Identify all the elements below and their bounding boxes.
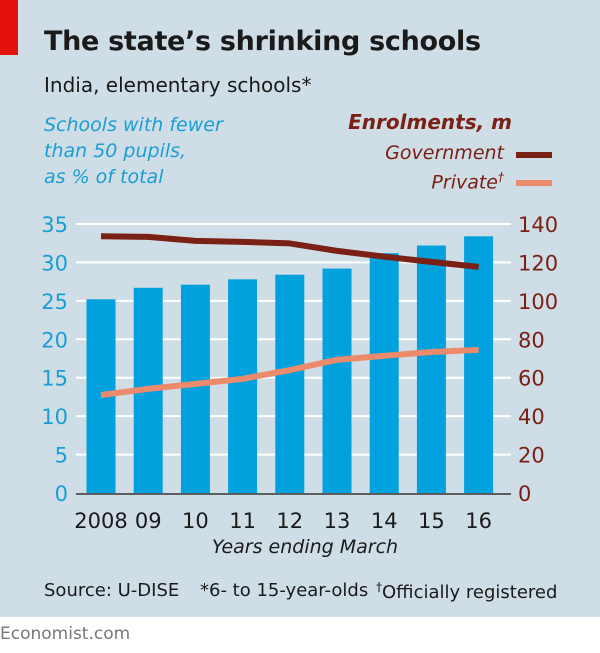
right-tick-label: 20 xyxy=(518,444,545,468)
bar xyxy=(180,284,210,493)
x-axis-title: Years ending March xyxy=(211,536,399,558)
brand-red-tag xyxy=(0,0,18,55)
right-tick-label: 140 xyxy=(518,213,558,237)
x-tick-label: 13 xyxy=(324,509,351,533)
left-tick-label: 5 xyxy=(55,444,68,468)
source-note: Source: U-DISE xyxy=(44,580,180,601)
x-tick-label: 10 xyxy=(182,509,209,533)
footnote-registered: †Officially registered xyxy=(376,580,557,603)
x-tick-label: 16 xyxy=(465,509,492,533)
left-axis-label-line-2: than 50 pupils, xyxy=(44,140,187,162)
line-series xyxy=(100,233,479,398)
bar xyxy=(275,274,305,493)
right-tick-label: 120 xyxy=(518,251,558,275)
footnote-age: *6- to 15-year-olds xyxy=(200,580,369,601)
legend-private-label: Private† xyxy=(431,170,504,193)
left-axis-ticks: 0 5 10 15 20 25 30 35 xyxy=(41,213,68,506)
x-tick-label: 11 xyxy=(229,509,256,533)
left-tick-label: 20 xyxy=(41,328,68,352)
x-tick-label: 09 xyxy=(135,509,162,533)
economist-credit: Economist.com xyxy=(0,624,131,644)
bar xyxy=(322,268,352,493)
right-tick-label: 60 xyxy=(518,367,545,391)
legend-private-swatch xyxy=(516,180,552,186)
left-axis-label-line-3: as % of total xyxy=(44,166,164,188)
left-tick-label: 30 xyxy=(41,251,68,275)
bar xyxy=(416,245,446,493)
private-line xyxy=(100,346,479,398)
chart-title: The state’s shrinking schools xyxy=(44,26,481,57)
left-tick-label: 0 xyxy=(55,482,68,506)
right-axis-title: Enrolments, m xyxy=(348,110,512,134)
chart-plot: 0 5 10 15 20 25 30 35 0 20 40 60 80 100 120 140 2008 09… xyxy=(41,213,558,533)
right-tick-label: 0 xyxy=(518,482,531,506)
bar xyxy=(228,279,258,493)
x-tick-label: 2008 xyxy=(74,509,127,533)
left-tick-label: 25 xyxy=(41,290,68,314)
x-tick-label: 12 xyxy=(276,509,303,533)
x-tick-label: 14 xyxy=(371,509,398,533)
x-tick-label: 15 xyxy=(418,509,445,533)
x-axis-ticks: 2008 09 10 11 12 13 14 15 16 xyxy=(74,509,492,533)
left-axis-label-line-1: Schools with fewer xyxy=(44,114,223,136)
legend-private-text: Private xyxy=(431,171,498,194)
bar xyxy=(464,236,494,493)
chart-subtitle: India, elementary schools* xyxy=(44,73,312,97)
bar xyxy=(369,253,399,493)
legend-private-dagger: † xyxy=(498,170,504,184)
footnote-dagger: † xyxy=(376,580,382,594)
government-line xyxy=(100,233,479,270)
right-tick-label: 40 xyxy=(518,405,545,429)
footnote-registered-text: Officially registered xyxy=(382,582,558,603)
left-tick-label: 35 xyxy=(41,213,68,237)
left-tick-label: 10 xyxy=(41,405,68,429)
bar-series xyxy=(86,236,494,493)
legend-government-label: Government xyxy=(385,142,504,164)
right-tick-label: 80 xyxy=(518,328,545,352)
left-tick-label: 15 xyxy=(41,367,68,391)
legend-government-swatch xyxy=(516,152,552,158)
right-axis-ticks: 0 20 40 60 80 100 120 140 xyxy=(518,213,558,506)
right-tick-label: 100 xyxy=(518,290,558,314)
